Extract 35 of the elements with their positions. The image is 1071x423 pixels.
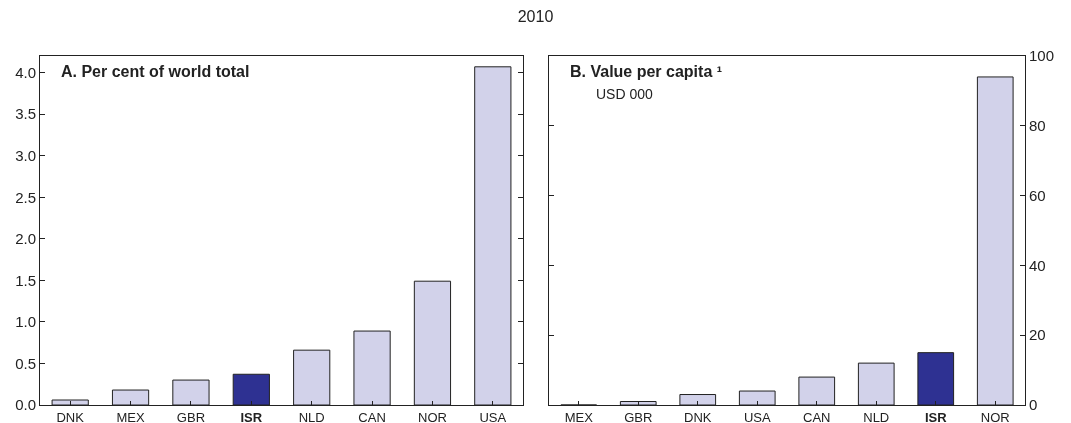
x-tick-label: NLD <box>863 409 890 423</box>
text: 2010 <box>516 8 555 26</box>
y-tick-label: 40 <box>1029 256 1046 274</box>
x-tick-label: DNK <box>684 409 712 423</box>
y-tick-label: 3.5 <box>15 105 36 123</box>
chart-title: A. Per cent of world total <box>61 63 250 80</box>
x-tick-label: GBR <box>176 409 206 423</box>
x-tick-label: MEX <box>116 409 145 423</box>
y-tick-label: 2.0 <box>15 230 36 248</box>
x-tick-label: USA <box>743 409 771 423</box>
y-tick-label: 1.0 <box>15 313 36 331</box>
x-tick-label: USA <box>479 409 507 423</box>
x-tick-label: DNK <box>56 409 85 423</box>
y-tick-label: 2.5 <box>15 188 36 206</box>
y-tick-label: 4.0 <box>15 63 36 81</box>
x-tick-label: ISR <box>240 409 263 423</box>
x-tick-label: MEX <box>564 409 594 423</box>
x-tick-label: ISR <box>924 409 948 423</box>
y-tick-label: 20 <box>1029 326 1046 344</box>
y-tick-label: 0.5 <box>15 354 36 372</box>
y-tick-label: 0.0 <box>15 396 36 414</box>
chart-title: B. Value per capita ¹ <box>570 63 723 80</box>
x-tick-label: NOR <box>417 409 447 423</box>
y-tick-label: 0 <box>1029 396 1038 414</box>
x-tick-label: NOR <box>980 409 1010 423</box>
y-tick-label: 3.0 <box>15 146 36 164</box>
x-tick-label: NLD <box>298 409 325 423</box>
y-tick-label: 60 <box>1029 186 1046 204</box>
text: USD 000 <box>596 86 654 102</box>
x-tick-label: CAN <box>803 409 831 423</box>
y-tick-label: 1.5 <box>15 271 36 289</box>
y-tick-label: 80 <box>1029 117 1046 135</box>
x-tick-label: GBR <box>624 409 653 423</box>
x-tick-label: CAN <box>358 409 386 423</box>
y-tick-label: 100 <box>1029 47 1055 65</box>
